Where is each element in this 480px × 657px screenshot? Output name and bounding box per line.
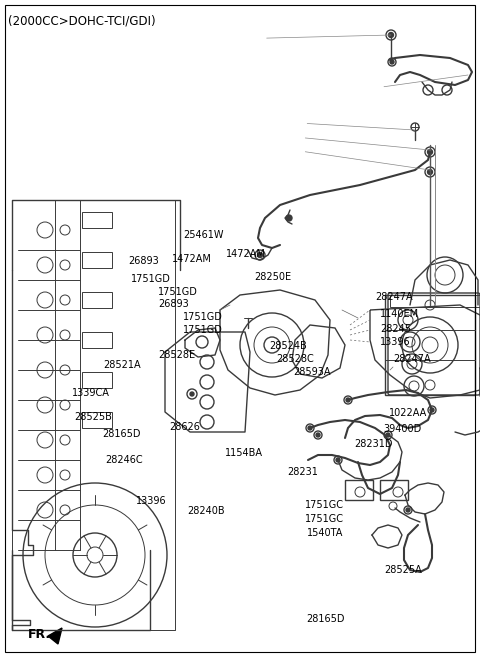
Bar [82, 332, 112, 348]
Circle shape [428, 170, 432, 175]
Text: 28528C: 28528C [276, 353, 314, 364]
Text: FR.: FR. [28, 628, 51, 641]
Text: (2000CC>DOHC-TCI/GDI): (2000CC>DOHC-TCI/GDI) [8, 14, 156, 27]
Text: 1751GC: 1751GC [305, 500, 344, 510]
Circle shape [406, 508, 410, 512]
Bar [385, 295, 475, 395]
Text: 1140EM: 1140EM [380, 309, 420, 319]
Text: 28245: 28245 [380, 323, 411, 334]
Bar [82, 292, 112, 308]
Text: 1022AA: 1022AA [389, 407, 427, 418]
Text: 1751GD: 1751GD [183, 325, 223, 336]
Text: 1751GD: 1751GD [158, 286, 198, 297]
Text: 1472AM: 1472AM [226, 248, 265, 259]
Text: 28247A: 28247A [394, 353, 431, 364]
Text: 1751GD: 1751GD [183, 312, 223, 323]
Circle shape [286, 215, 292, 221]
Text: 28231D: 28231D [354, 439, 393, 449]
Circle shape [336, 458, 340, 462]
Text: 1540TA: 1540TA [307, 528, 344, 539]
Bar [345, 480, 373, 500]
Text: 1751GD: 1751GD [131, 273, 170, 284]
Text: 1472AM: 1472AM [172, 254, 212, 264]
Circle shape [390, 60, 394, 64]
Bar [82, 372, 112, 388]
Circle shape [316, 433, 320, 437]
Text: 28524B: 28524B [269, 341, 307, 351]
Text: 1154BA: 1154BA [225, 448, 263, 459]
Text: 28250E: 28250E [254, 272, 291, 283]
Text: 28521A: 28521A [103, 360, 141, 371]
Bar [82, 412, 112, 428]
Text: 26893: 26893 [129, 256, 159, 267]
Circle shape [388, 32, 394, 37]
Bar [390, 295, 480, 307]
Text: 28528E: 28528E [158, 350, 195, 360]
Circle shape [428, 150, 432, 154]
Text: 28165D: 28165D [102, 428, 140, 439]
Circle shape [257, 252, 263, 258]
Circle shape [386, 433, 390, 437]
Text: 28525B: 28525B [74, 412, 112, 422]
Text: 39400D: 39400D [383, 424, 421, 434]
Circle shape [430, 408, 434, 412]
Bar [82, 252, 112, 268]
Text: 1339CA: 1339CA [72, 388, 110, 398]
Bar [380, 480, 408, 500]
Text: 28626: 28626 [169, 422, 200, 432]
Text: 13396: 13396 [380, 336, 411, 347]
Circle shape [346, 398, 350, 402]
Text: 28240B: 28240B [187, 506, 225, 516]
Text: 13396: 13396 [136, 495, 167, 506]
Text: 28247A: 28247A [375, 292, 413, 302]
Polygon shape [48, 628, 62, 644]
Text: 28593A: 28593A [293, 367, 330, 377]
Text: 28165D: 28165D [306, 614, 345, 624]
Text: 28525A: 28525A [384, 565, 422, 576]
Text: 26893: 26893 [158, 299, 189, 309]
Text: 1751GC: 1751GC [305, 514, 344, 524]
Bar [82, 212, 112, 228]
Text: 28246C: 28246C [106, 455, 143, 465]
Circle shape [190, 392, 194, 396]
Text: 25461W: 25461W [183, 230, 224, 240]
Circle shape [308, 426, 312, 430]
Text: 28231: 28231 [287, 466, 318, 477]
